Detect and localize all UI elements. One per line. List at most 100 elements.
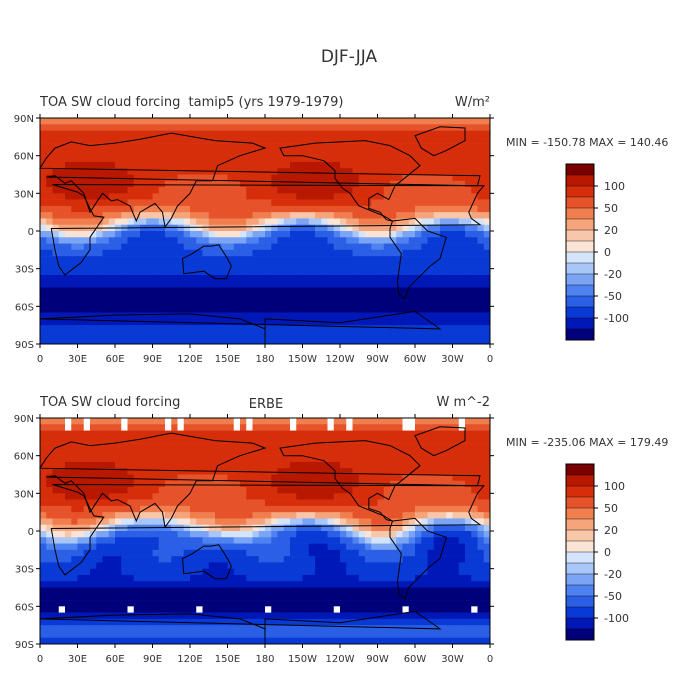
- map-cell: [427, 174, 435, 182]
- map-cell: [146, 487, 153, 494]
- map-cell: [171, 474, 178, 482]
- lon-tick-label: 120E: [177, 354, 202, 365]
- map-cell: [165, 461, 172, 469]
- map-cell: [333, 231, 341, 238]
- map-cell: [365, 518, 372, 526]
- map-cell: [265, 243, 272, 251]
- map-cell: [71, 193, 78, 200]
- map-cell: [108, 499, 116, 507]
- lat-tick-label: 30N: [14, 189, 34, 200]
- map-cell: [208, 274, 216, 282]
- map-cell: [327, 199, 335, 207]
- map-cell: [240, 318, 247, 326]
- map-cell: [352, 487, 360, 494]
- map-cell: [202, 149, 210, 156]
- map-cell: [177, 487, 185, 494]
- map-cell: [240, 499, 247, 507]
- map-cell: [202, 205, 210, 213]
- map-cell: [196, 262, 203, 269]
- map-cell: [452, 549, 460, 557]
- map-cell: [258, 312, 266, 320]
- map-cell: [333, 455, 341, 463]
- map-cell: [265, 487, 272, 494]
- map-cell: [240, 231, 247, 238]
- map-cell: [471, 124, 478, 131]
- map-cell: [108, 256, 116, 263]
- map-cell: [146, 268, 153, 276]
- map-cell: [215, 568, 222, 576]
- map-cell: [277, 155, 285, 163]
- map-cell: [233, 143, 241, 150]
- map-cell: [252, 449, 260, 456]
- map-cell: [346, 124, 353, 131]
- map-cell: [327, 224, 335, 232]
- map-cell: [102, 549, 110, 557]
- map-cell: [183, 205, 191, 213]
- map-cell: [446, 143, 453, 150]
- map-cell: [190, 205, 197, 213]
- map-cell: [358, 593, 366, 601]
- map-cell: [115, 612, 122, 620]
- map-cell: [221, 587, 228, 595]
- map-cell: [427, 180, 435, 188]
- map-cell: [52, 187, 60, 194]
- map-cell: [352, 281, 360, 288]
- map-cell: [346, 262, 353, 269]
- map-cell: [240, 461, 247, 469]
- map-cell: [258, 574, 266, 582]
- map-cell: [377, 274, 385, 282]
- map-cell: [115, 606, 122, 613]
- map-cell: [440, 193, 447, 200]
- colorbar-swatch: [565, 328, 595, 341]
- map-cell: [177, 581, 185, 588]
- map-cell: [277, 325, 285, 332]
- map-cell: [202, 512, 210, 519]
- map-cell: [246, 556, 253, 563]
- map-cell: [127, 568, 135, 576]
- map-cell: [265, 306, 272, 313]
- map-cell: [46, 430, 53, 438]
- map-cell: [346, 199, 353, 207]
- map-cell: [227, 136, 235, 144]
- map-cell: [208, 493, 216, 500]
- map-cell: [308, 606, 316, 613]
- map-cell: [83, 124, 91, 131]
- map-cell: [283, 149, 291, 156]
- map-cell: [240, 224, 247, 232]
- map-cell: [196, 593, 203, 601]
- map-cell: [140, 187, 147, 194]
- map-cell: [83, 480, 91, 488]
- map-cell: [377, 331, 385, 339]
- map-cell: [458, 480, 466, 488]
- map-cell: [140, 331, 147, 339]
- map-cell: [390, 493, 397, 500]
- map-cell: [283, 174, 291, 182]
- map-cell: [196, 531, 203, 538]
- map-cell: [471, 155, 478, 163]
- map-cell: [402, 612, 410, 620]
- map-cell: [115, 306, 122, 313]
- map-cell: [71, 461, 78, 469]
- map-cell: [77, 161, 85, 169]
- map-cell: [471, 524, 478, 532]
- map-cell: [452, 568, 460, 576]
- map-cell: [83, 537, 91, 544]
- map-cell: [158, 443, 166, 450]
- map-cell: [65, 436, 72, 444]
- map-cell: [133, 593, 141, 601]
- map-cell: [358, 268, 366, 276]
- map-cell: [83, 505, 91, 513]
- map-cell: [471, 505, 478, 513]
- map-cell: [115, 474, 122, 482]
- map-cell: [77, 549, 85, 557]
- map-cell: [77, 581, 85, 588]
- map-cell: [258, 337, 266, 345]
- map-cell: [383, 218, 391, 226]
- map-cell: [146, 249, 153, 257]
- map-cell: [258, 499, 266, 507]
- map-cell: [252, 487, 260, 494]
- map-cell: [415, 149, 422, 156]
- map-cell: [452, 287, 460, 295]
- map-cell: [177, 218, 185, 226]
- map-cell: [327, 455, 335, 463]
